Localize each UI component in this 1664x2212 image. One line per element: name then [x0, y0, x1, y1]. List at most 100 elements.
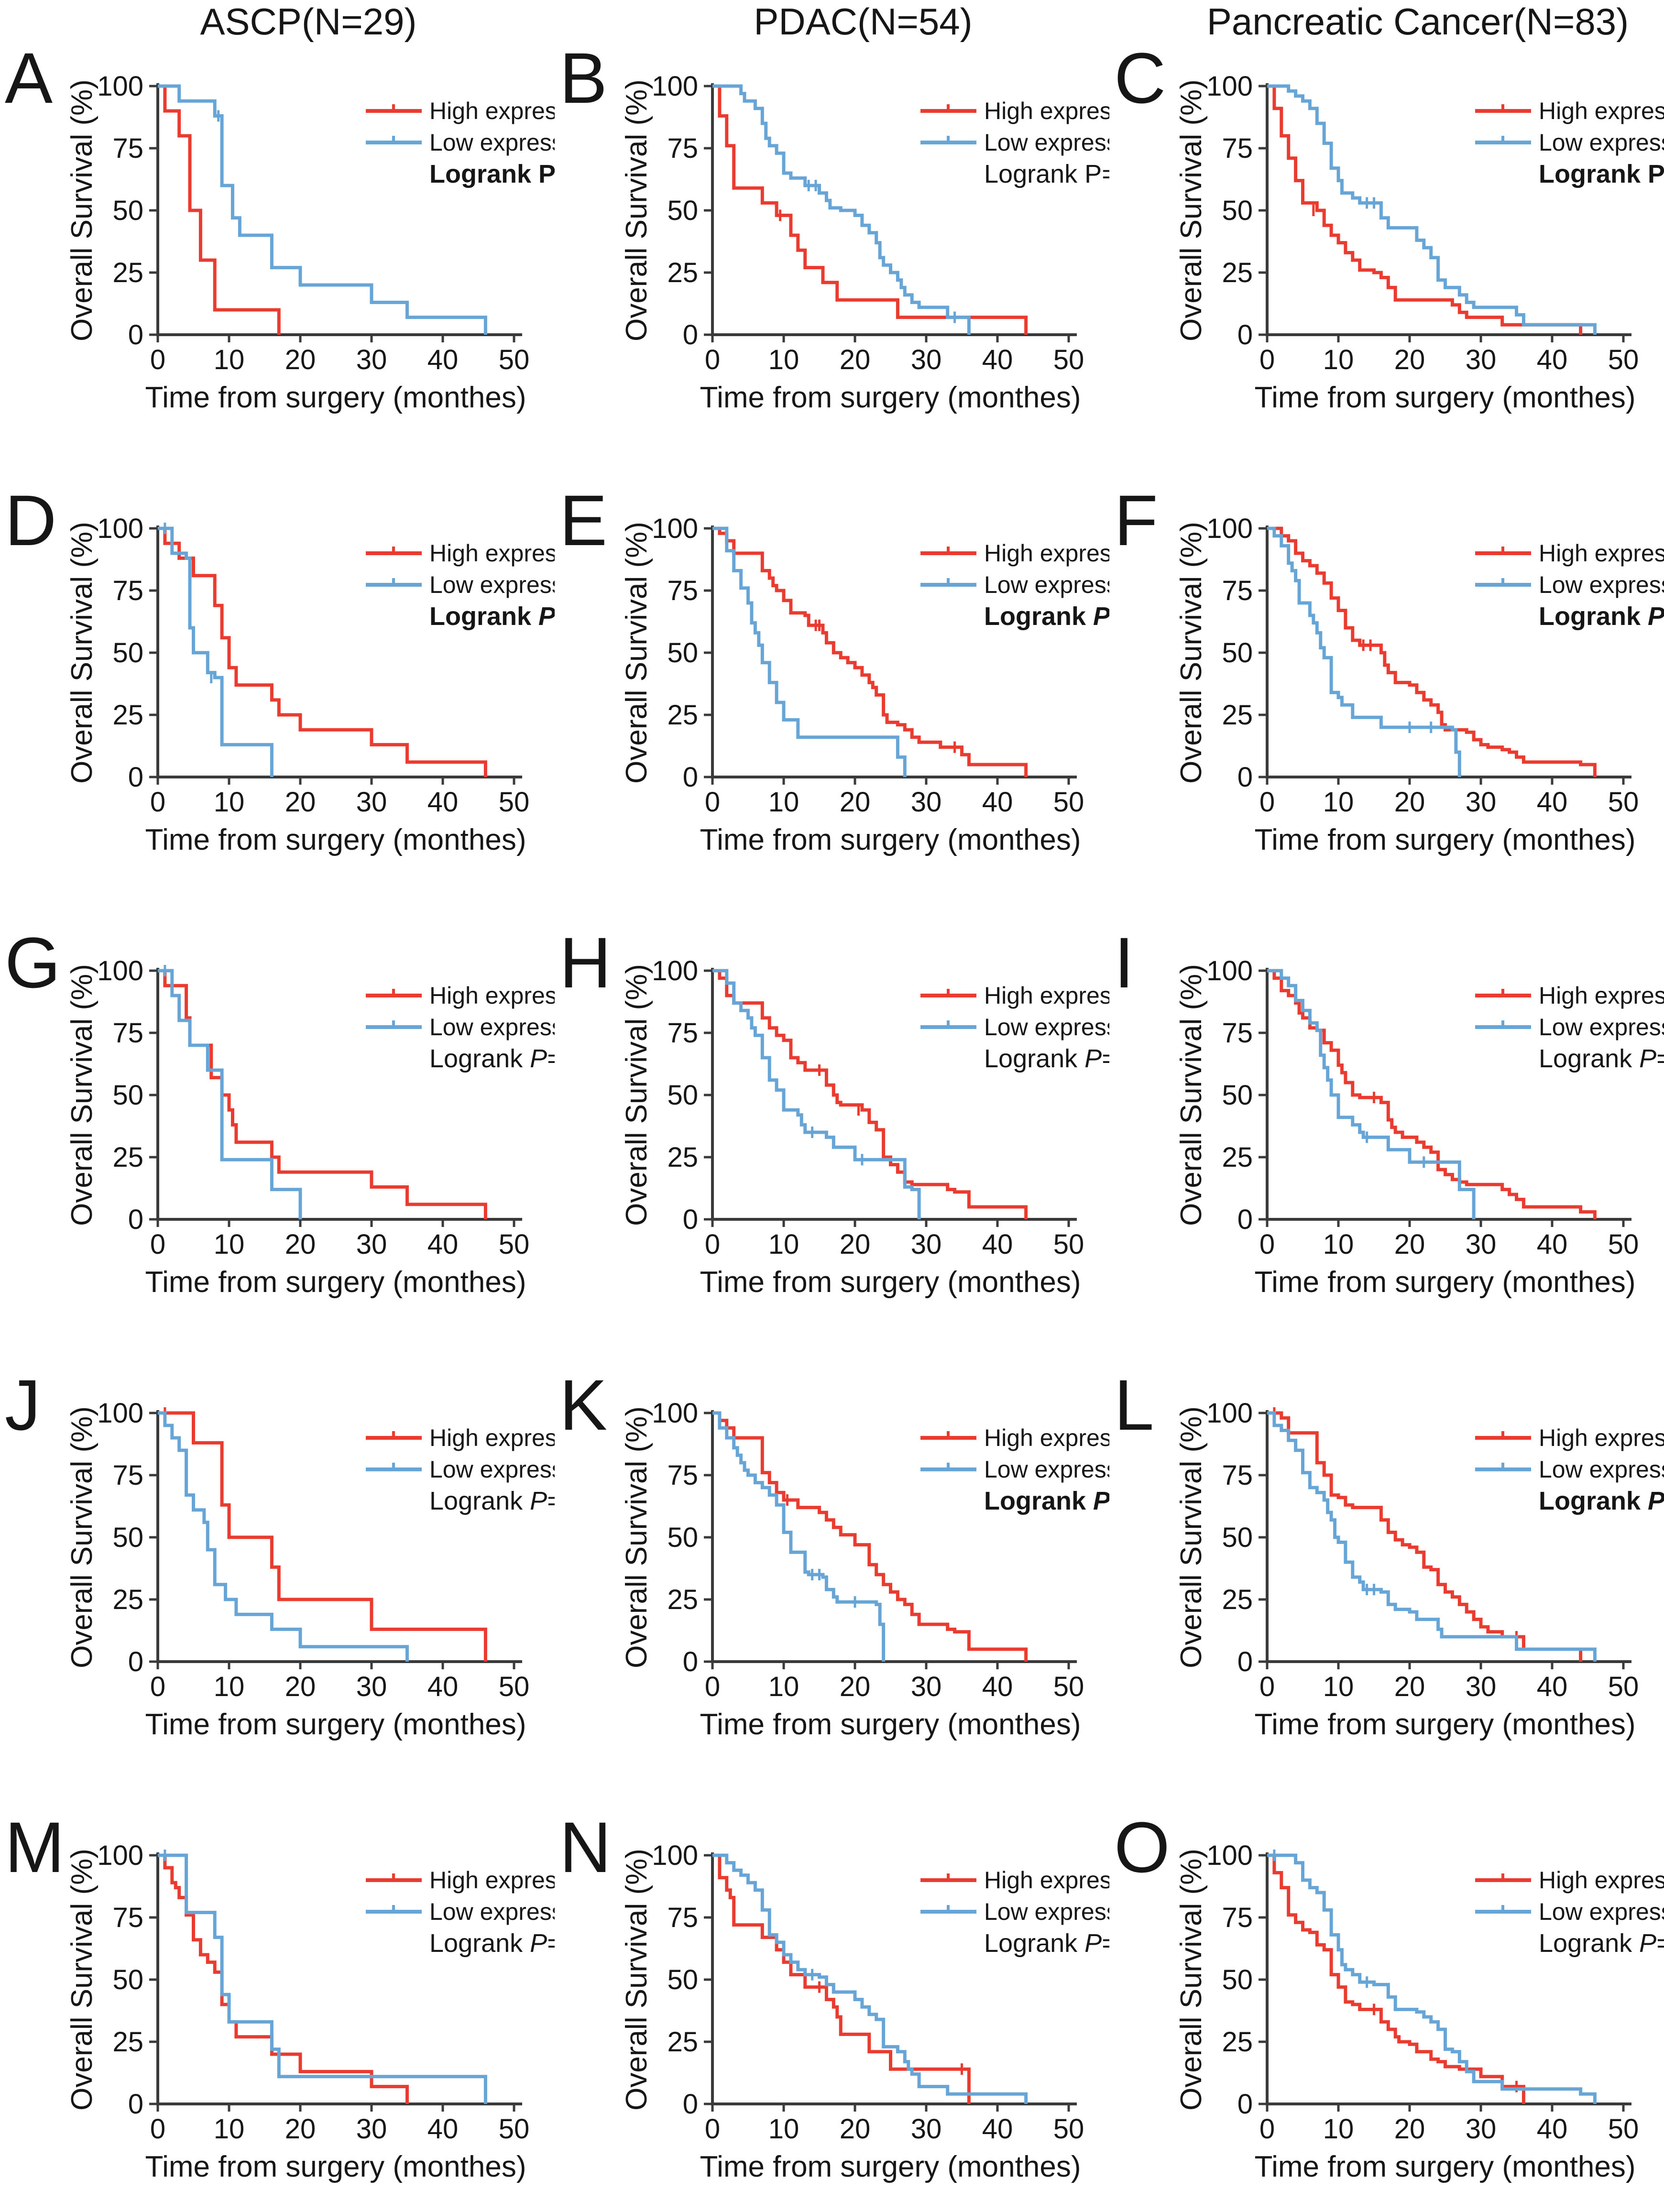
x-axis-title: Time from surgery (monthes) [700, 823, 1081, 856]
logrank-p-value: Logrank P=0.0353 [429, 602, 555, 631]
x-tick-label: 40 [427, 787, 459, 818]
legend-low-label: Low expression of FoxP3 [984, 1898, 1109, 1925]
logrank-p-value: Logrank P=0.5495 [429, 1929, 555, 1958]
x-tick-label: 40 [1537, 344, 1568, 375]
logrank-p-value: Logrank P=0.6248 [984, 1929, 1109, 1958]
x-tick-label: 40 [982, 2113, 1013, 2145]
y-tick-label: 0 [128, 762, 143, 793]
x-tick-label: 20 [285, 787, 316, 818]
legend-high-label: High expression of CD3 [1539, 540, 1664, 567]
y-tick-label: 25 [1222, 257, 1253, 288]
y-tick-label: 0 [128, 1204, 143, 1235]
y-axis-title: Overall Survival (%) [1175, 79, 1208, 341]
y-tick-label: 50 [1222, 1964, 1253, 1995]
x-tick-label: 10 [214, 1229, 245, 1260]
km-curve-high [158, 84, 281, 335]
x-tick-label: 0 [1259, 344, 1275, 375]
x-tick-label: 40 [1537, 787, 1568, 818]
y-axis-title: Overall Survival (%) [1175, 522, 1208, 784]
y-tick-label: 100 [97, 955, 143, 986]
x-tick-label: 0 [705, 344, 720, 375]
km-curve-low [712, 84, 971, 335]
y-axis-title: Overall Survival (%) [1175, 1849, 1208, 2111]
y-tick-label: 25 [667, 1142, 698, 1173]
x-tick-label: 30 [911, 787, 942, 818]
y-axis-title: Overall Survival (%) [620, 522, 653, 784]
x-axis-title: Time from surgery (monthes) [1255, 1266, 1636, 1299]
legend-high-label: High expression of CD3 [984, 540, 1109, 567]
y-tick-label: 25 [112, 1142, 143, 1173]
x-tick-label: 30 [911, 344, 942, 375]
y-tick-label: 50 [1222, 1522, 1253, 1553]
y-tick-label: 50 [112, 637, 143, 668]
legend-low-label: Low expression of CD8 [429, 1456, 555, 1483]
y-tick-label: 0 [683, 1646, 698, 1677]
x-tick-label: 40 [982, 344, 1013, 375]
x-tick-label: 0 [1259, 2113, 1275, 2145]
y-tick-label: 100 [1206, 513, 1253, 544]
y-tick-label: 25 [1222, 1142, 1253, 1173]
x-axis-title: Time from surgery (monthes) [1255, 1708, 1636, 1741]
x-tick-label: 40 [982, 787, 1013, 818]
panel-letter: H [559, 922, 611, 1003]
x-tick-label: 0 [1259, 1229, 1275, 1260]
y-axis-title: Overall Survival (%) [620, 964, 653, 1226]
y-tick-label: 50 [667, 1080, 698, 1111]
x-tick-label: 10 [1323, 344, 1354, 375]
panel-letter: A [5, 38, 53, 118]
x-axis-title: Time from surgery (monthes) [1255, 2150, 1636, 2183]
km-curve-low [158, 1853, 487, 2104]
x-tick-label: 50 [1053, 1229, 1084, 1260]
legend-low-label: Low expression of PD-L1 [1539, 129, 1664, 156]
x-tick-label: 30 [356, 787, 387, 818]
km-curve-high [158, 526, 487, 777]
y-axis-title: Overall Survival (%) [66, 79, 99, 341]
km-curve-low [712, 1411, 886, 1662]
y-tick-label: 0 [683, 319, 698, 350]
panel-J: J 0 10 20 30 40 50 0 25 50 75 100 Time from surgery … [0, 1327, 555, 1769]
y-tick-label: 50 [667, 1964, 698, 1995]
km-curve-low [158, 526, 274, 777]
y-tick-label: 0 [128, 319, 143, 350]
y-axis-title: Overall Survival (%) [66, 522, 99, 784]
x-tick-label: 50 [499, 1229, 530, 1260]
legend-low-label: Low expression of FoxP3 [1539, 1898, 1664, 1925]
x-tick-label: 20 [285, 1229, 316, 1260]
x-tick-label: 40 [982, 1229, 1013, 1260]
y-tick-label: 100 [652, 71, 698, 102]
logrank-p-value: Logrank P=0.3286 [1539, 1044, 1664, 1073]
legend-high-label: High expression of FoxP3 [429, 1867, 555, 1894]
legend-high-label: High expression of CD3 [429, 540, 555, 567]
km-curve-low [1267, 1411, 1597, 1662]
x-axis-title: Time from surgery (monthes) [1255, 823, 1636, 856]
y-tick-label: 100 [97, 71, 143, 102]
x-tick-label: 40 [427, 1229, 459, 1260]
x-tick-label: 30 [356, 1229, 387, 1260]
y-tick-label: 0 [683, 2089, 698, 2120]
y-axis-title: Overall Survival (%) [66, 964, 99, 1226]
logrank-p-value: Logrank P=0.0089 [1539, 160, 1664, 188]
x-tick-label: 50 [1608, 787, 1639, 818]
legend-high-label: High expression of CD8 [1539, 1424, 1664, 1451]
km-curve-low [1267, 1853, 1597, 2104]
y-tick-label: 100 [1206, 955, 1253, 986]
x-tick-label: 30 [911, 2113, 942, 2145]
y-tick-label: 100 [652, 513, 698, 544]
y-axis-title: Overall Survival (%) [620, 1406, 653, 1668]
x-tick-label: 10 [1323, 1671, 1354, 1702]
logrank-p-value: Logrank P=0.0841 [429, 1487, 555, 1515]
legend-high-label: High expression of FoxP3 [1539, 1867, 1664, 1894]
x-axis-title: Time from surgery (monthes) [145, 823, 526, 856]
x-tick-label: 50 [499, 1671, 530, 1702]
panel-E: E 0 10 20 30 40 50 0 25 50 75 100 Time from surgery … [555, 442, 1109, 885]
x-tick-label: 30 [1466, 1229, 1497, 1260]
legend-low-label: Low expression of CD8 [984, 1456, 1109, 1483]
y-tick-label: 100 [1206, 1398, 1253, 1429]
y-tick-label: 25 [112, 257, 143, 288]
x-tick-label: 20 [285, 2113, 316, 2145]
y-tick-label: 100 [1206, 1840, 1253, 1871]
km-curve-high [1267, 1853, 1525, 2104]
x-tick-label: 10 [768, 2113, 799, 2145]
x-axis-title: Time from surgery (monthes) [145, 1266, 526, 1299]
x-tick-label: 10 [1323, 1229, 1354, 1260]
